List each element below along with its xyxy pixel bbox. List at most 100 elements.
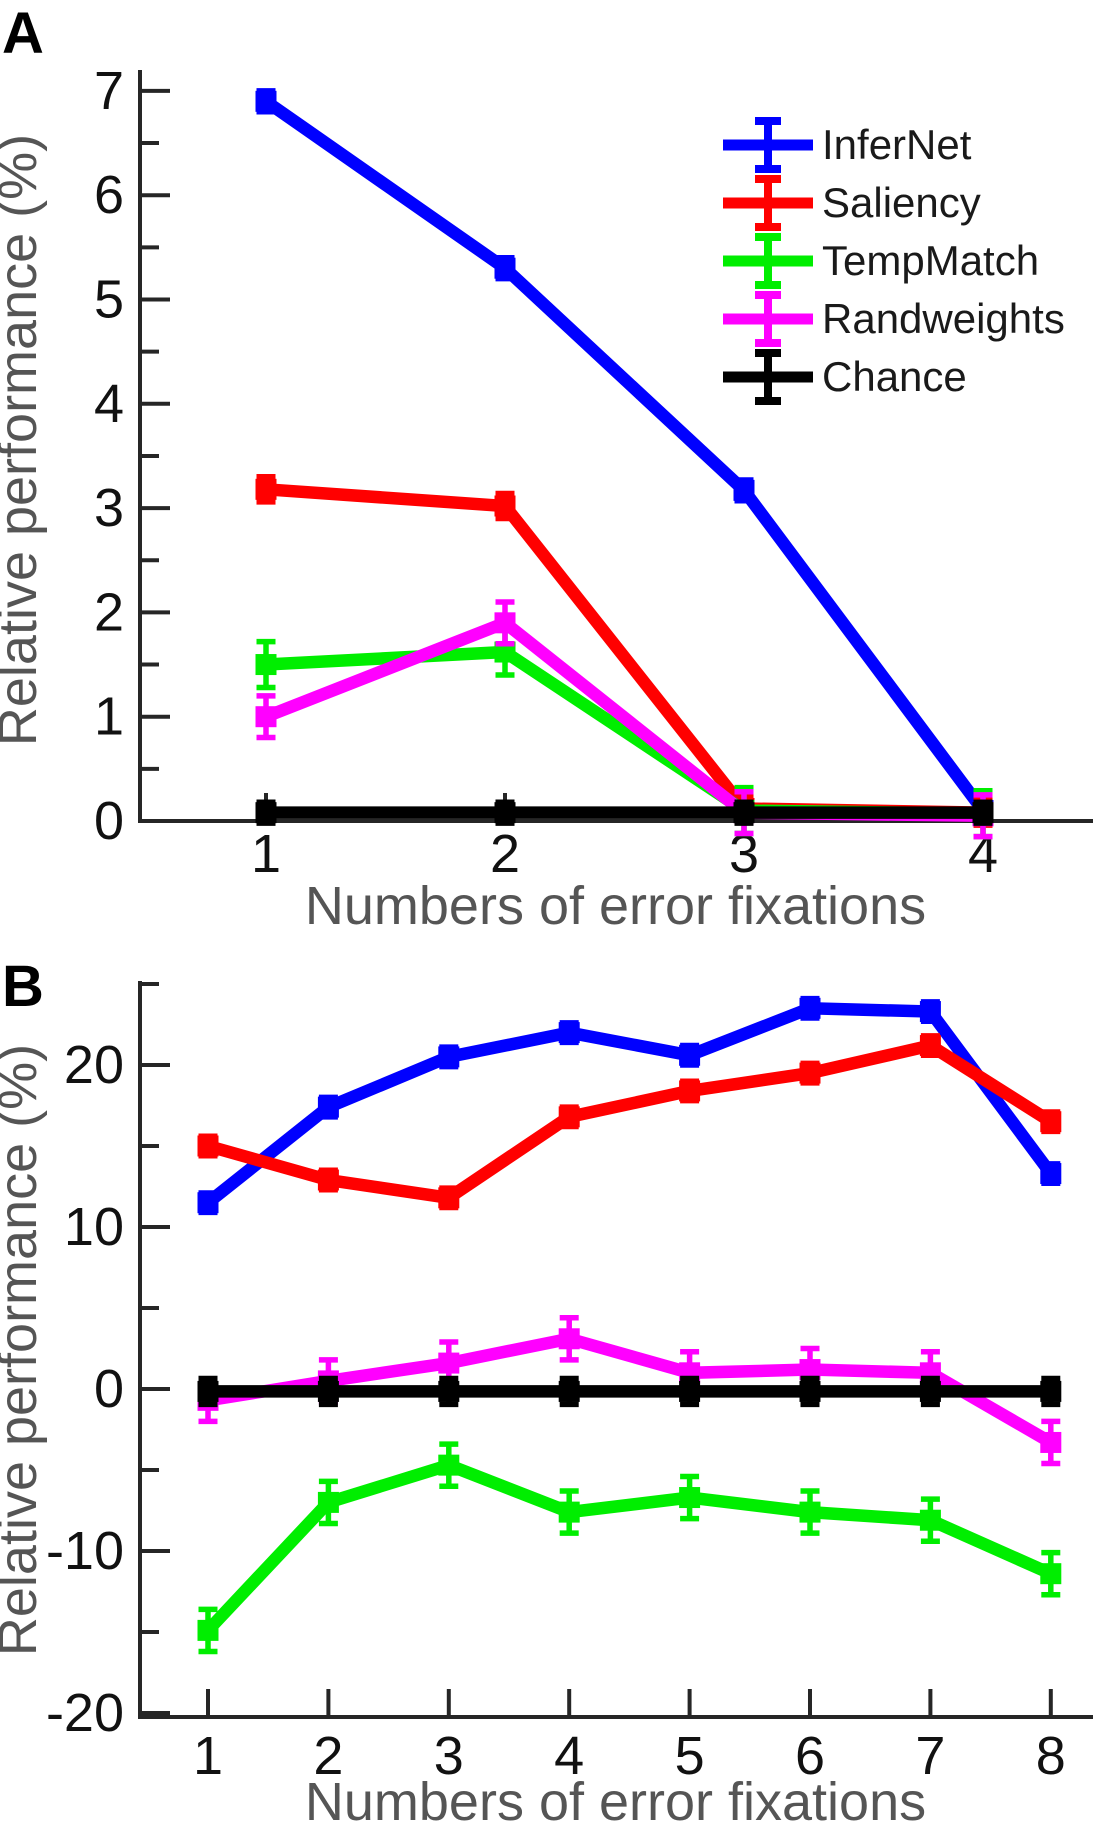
x-tick-label: 6: [795, 1726, 825, 1786]
legend: InferNet Saliency TempMatch Randweights Chan…: [723, 117, 1065, 405]
legend-item-infernet: InferNet: [723, 117, 972, 173]
series-chance-marker: [317, 1380, 339, 1402]
series-randweights-marker: [438, 1352, 460, 1374]
series-saliency-line: [265, 483, 984, 819]
series-tempmatch-marker: [494, 641, 516, 663]
x-tick-label: 2: [490, 824, 520, 884]
legend-item-chance: Chance: [723, 349, 967, 405]
series-infernet-marker: [799, 997, 821, 1019]
series-randweights-line: [207, 1332, 1054, 1448]
panel-B: -20 -10 0 10 20 1 2 3 4 5 6 7 8 Relative performance …: [0, 954, 1093, 1832]
y-tick-label: 5: [94, 270, 124, 330]
series-chance-marker: [919, 1380, 941, 1402]
x-axis-label: Numbers of error fixations: [305, 1772, 926, 1832]
y-tick-label: 3: [94, 478, 124, 538]
legend-item-tempmatch: TempMatch: [723, 233, 1039, 289]
series-chance-marker: [494, 802, 516, 824]
legend-item-randweights: Randweights: [723, 291, 1065, 347]
series-infernet-marker: [317, 1096, 339, 1118]
x-axis-label: Numbers of error fixations: [305, 876, 926, 936]
series-saliency-marker: [438, 1187, 460, 1209]
series-chance-marker: [558, 1380, 580, 1402]
series-infernet-marker: [438, 1046, 460, 1068]
series-tempmatch-marker: [799, 1501, 821, 1523]
series-infernet-marker: [197, 1192, 219, 1214]
y-tick-label: 0: [94, 791, 124, 851]
series-tempmatch-marker: [197, 1619, 219, 1641]
x-tick-label: 5: [675, 1726, 705, 1786]
legend-label: Saliency: [822, 179, 981, 226]
series-randweights-marker: [1040, 1431, 1062, 1453]
series-randweights-marker: [494, 612, 516, 634]
series-saliency-marker: [317, 1169, 339, 1191]
series-saliency: [255, 474, 994, 828]
series-chance: [255, 799, 994, 826]
series-tempmatch-marker: [317, 1491, 339, 1513]
series-tempmatch-marker: [438, 1454, 460, 1476]
legend-item-saliency: Saliency: [723, 175, 981, 231]
y-tick-label: 0: [94, 1359, 124, 1419]
legend-label: Randweights: [822, 295, 1065, 342]
series-tempmatch: [197, 1441, 1062, 1655]
series-randweights-marker: [558, 1328, 580, 1350]
series-infernet: [197, 995, 1062, 1216]
series-chance-marker: [255, 802, 277, 824]
series-chance-marker: [438, 1380, 460, 1402]
x-tick-label: 7: [915, 1726, 945, 1786]
x-tick-label: 1: [193, 1726, 223, 1786]
series-saliency-marker: [799, 1062, 821, 1084]
series-saliency-marker: [919, 1035, 941, 1057]
series-chance-marker: [679, 1380, 701, 1402]
series-chance-marker: [972, 802, 994, 824]
series-randweights-marker: [255, 706, 277, 728]
series-randweights: [255, 599, 994, 840]
series-infernet-marker: [255, 90, 277, 112]
panel-letter-B: B: [2, 954, 44, 1019]
x-tick-label: 2: [313, 1726, 343, 1786]
series-saliency-marker: [494, 495, 516, 517]
y-tick-label: 2: [94, 582, 124, 642]
series-infernet-marker: [494, 257, 516, 279]
series-infernet-marker: [733, 479, 755, 501]
x-tick-label: 8: [1036, 1726, 1066, 1786]
y-tick-label: 10: [64, 1197, 124, 1257]
series-tempmatch-marker: [679, 1487, 701, 1509]
y-tick-label: -20: [46, 1683, 124, 1743]
x-tick-label: 1: [251, 824, 281, 884]
series-saliency-marker: [679, 1080, 701, 1102]
y-tick-label: 7: [94, 61, 124, 121]
series-chance-marker: [1040, 1380, 1062, 1402]
series-chance-marker: [197, 1380, 219, 1402]
panel-letter-A: A: [2, 1, 44, 66]
series-infernet-line: [204, 1002, 1056, 1208]
y-tick-label: 6: [94, 165, 124, 225]
series-tempmatch-line: [203, 1458, 1054, 1635]
y-axis-label: Relative performance (%): [0, 1044, 48, 1656]
legend-label: Chance: [822, 353, 967, 400]
series-saliency: [197, 1033, 1062, 1211]
x-tick-label: 4: [554, 1726, 584, 1786]
y-axis-label: Relative performance (%): [0, 134, 48, 746]
y-tick-label: 20: [64, 1035, 124, 1095]
series-infernet-marker: [919, 1001, 941, 1023]
series-infernet-marker: [679, 1044, 701, 1066]
series-chance: [197, 1375, 1062, 1408]
series-saliency-marker: [558, 1106, 580, 1128]
series-tempmatch-marker: [558, 1501, 580, 1523]
series-infernet-marker: [1040, 1163, 1062, 1185]
series-saliency-marker: [255, 478, 277, 500]
legend-label: InferNet: [822, 121, 972, 168]
x-tick-label: 3: [434, 1726, 464, 1786]
series-tempmatch-marker: [1040, 1563, 1062, 1585]
series-chance-marker: [799, 1380, 821, 1402]
series-infernet-line: [262, 96, 989, 815]
y-tick-label: 4: [94, 374, 124, 434]
series-saliency-line: [206, 1038, 1055, 1205]
series-randweights-marker: [799, 1359, 821, 1381]
series-saliency-marker: [197, 1135, 219, 1157]
series-chance-marker: [733, 802, 755, 824]
series-tempmatch-marker: [255, 654, 277, 676]
